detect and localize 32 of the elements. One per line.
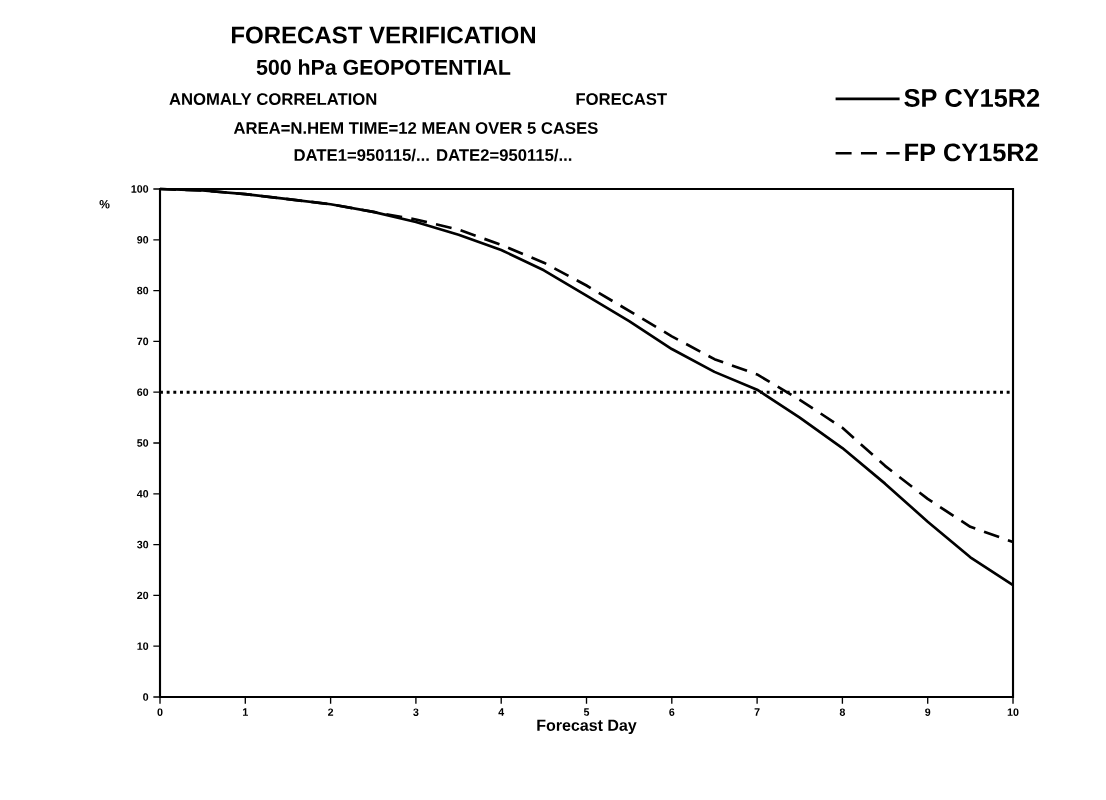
text: ANOMALY CORRELATION xyxy=(169,93,377,105)
y-tick-label: 90 xyxy=(137,236,149,244)
x-tick-label: 6 xyxy=(669,708,675,716)
y-tick-label: 50 xyxy=(137,439,149,447)
x-tick-label: 7 xyxy=(754,708,760,716)
text: AREA=N.HEM TIME=12 MEAN OVER 5 CASES xyxy=(233,122,598,134)
y-tick-label: 0 xyxy=(143,693,149,701)
y-tick-label: 10 xyxy=(137,642,149,650)
y-tick-label: 60 xyxy=(137,388,149,396)
x-tick-label: 4 xyxy=(498,708,505,716)
x-tick-label: 2 xyxy=(328,708,334,716)
x-axis-title: Forecast Day xyxy=(537,719,637,735)
legend-label: FP CY15R2 xyxy=(905,143,1038,162)
legend-label: SP CY15R2 xyxy=(904,89,1040,107)
x-tick-label: 9 xyxy=(925,708,931,716)
x-tick-label: 3 xyxy=(413,708,419,716)
chart-subtitle: 500 hPa GEOPOTENTIAL xyxy=(256,59,511,75)
x-tick-label: 0 xyxy=(157,708,163,716)
x-tick-label: 1 xyxy=(243,708,248,716)
x-tick-label: 10 xyxy=(1007,708,1019,716)
y-tick-label: 30 xyxy=(137,540,149,549)
x-tick-label: 8 xyxy=(839,708,846,716)
y-tick-label: 20 xyxy=(137,591,149,600)
text: DATE1=950115/... DATE2=950115/... xyxy=(294,148,572,162)
y-tick-label: 40 xyxy=(136,490,149,498)
x-tick-label: 5 xyxy=(583,708,590,716)
chart-title: FORECAST VERIFICATION xyxy=(231,26,536,44)
text: FORECAST xyxy=(576,93,667,105)
y-tick-label: 80 xyxy=(137,286,149,295)
y-axis-title: % xyxy=(99,200,110,209)
y-tick-label: 100 xyxy=(131,185,149,193)
y-tick-label: 70 xyxy=(137,337,149,346)
